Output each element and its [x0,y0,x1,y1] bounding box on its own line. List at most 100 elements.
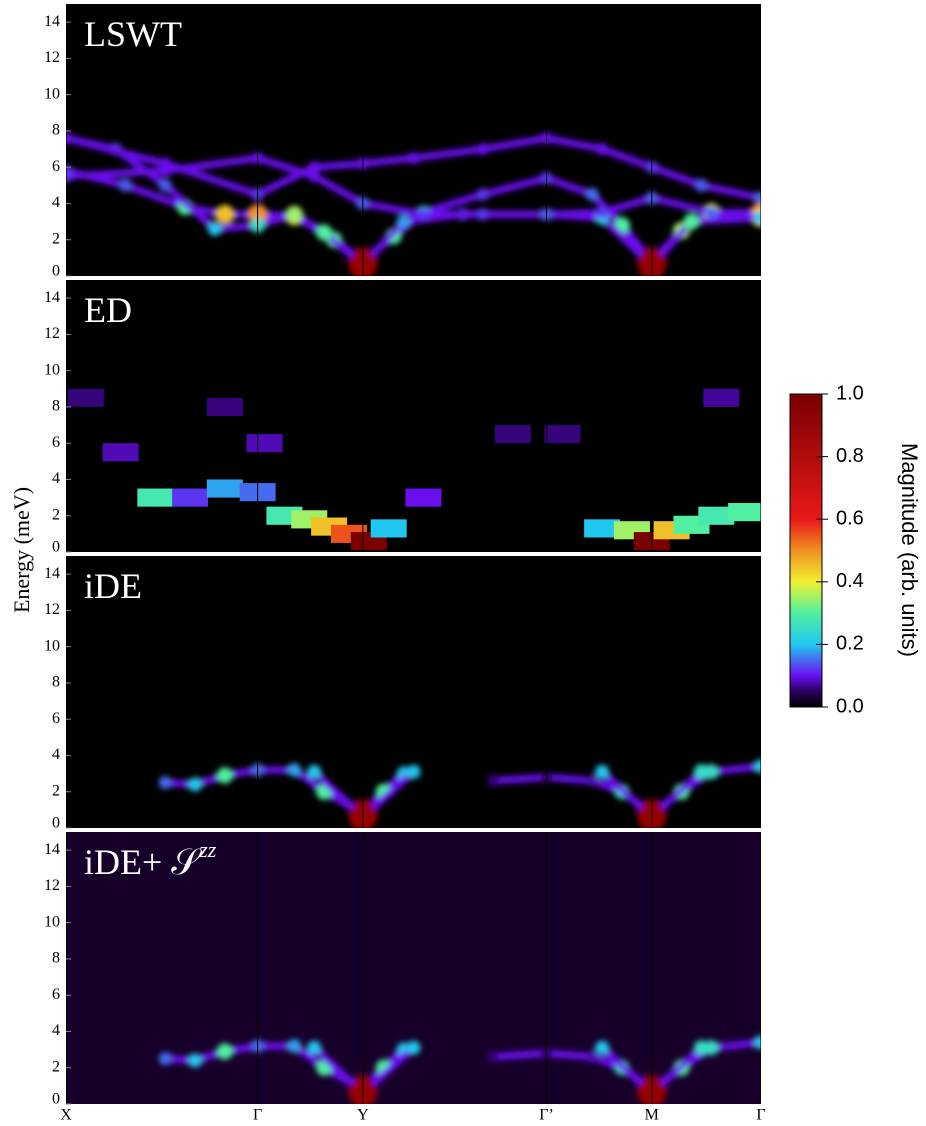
y-tick-label: 10 [44,637,60,654]
x-tick-label: Y [357,1107,369,1124]
y-tick-label: 14 [44,289,60,306]
glow-layer [66,132,761,276]
y-tick-label: 10 [44,85,60,102]
band-point [693,1040,709,1056]
band-point [207,221,222,236]
band-point [66,132,72,145]
colorbar-tick-label: 0.6 [836,507,864,529]
band-point [308,170,321,183]
y-tick-label: 12 [44,877,60,894]
y-tick-label: 12 [44,601,60,618]
y-tick-label: 10 [44,361,60,378]
y-tick-label: 0 [52,815,60,832]
panel-title-text: ED [84,290,132,330]
band-point [285,205,303,223]
band-point [754,191,761,205]
band-point [307,764,322,779]
band-point [216,767,233,784]
band-point [704,206,718,220]
panel-plot [66,556,761,828]
y-tick-label: 14 [44,841,60,858]
y-axis-label: Energy (meV) [9,487,34,613]
band-point [487,1051,499,1063]
y-tick-label: 0 [52,263,60,280]
band-point [586,775,599,787]
ed-block [703,388,740,407]
band-point [158,776,172,790]
band-point [407,152,420,165]
ed-block [728,503,761,522]
panel-title-superscript: zz [198,837,217,862]
band-point [307,1040,322,1055]
panel-background [66,556,761,828]
band-point [487,775,499,787]
y-tick-label: 2 [52,782,60,799]
band-point [216,1043,233,1060]
panel-title: iDE [84,566,142,606]
ed-block [494,425,531,444]
band-point [586,1051,599,1063]
ed-block [102,443,139,462]
y-tick-label: 6 [52,158,60,175]
ed-block [206,479,243,498]
panel-title: iDE+ 𝒮zz [84,837,217,882]
y-tick-label: 4 [52,746,60,763]
y-tick-label: 2 [52,506,60,523]
y-tick-label: 4 [52,194,60,211]
x-tick-label: X [60,1107,72,1124]
y-tick-label: 2 [52,230,60,247]
panel-title-text: LSWT [84,14,182,54]
x-tick-label: Γ [756,1107,765,1124]
band-point [595,206,609,219]
band-point [158,1052,172,1066]
band-point [188,777,203,792]
band-point [595,764,610,779]
band-point [476,188,490,201]
band-point [417,208,430,221]
band-point [406,764,421,779]
band-point [287,763,302,777]
y-tick-label: 6 [52,986,60,1003]
band-point [215,204,235,224]
x-tick-label: Γ’ [539,1107,554,1124]
y-tick-label: 14 [44,13,60,30]
band-point [316,224,333,241]
band-point [754,210,761,225]
panel-plot [66,4,761,276]
ed-block [370,519,407,538]
band-point [287,1039,302,1053]
ed-block [67,388,104,407]
y-tick-label: 10 [44,913,60,930]
y-tick-label: 8 [52,674,60,691]
y-tick-label: 0 [52,1091,60,1108]
ed-block [206,397,243,416]
ed-block [172,488,209,507]
band-point [188,1053,203,1068]
band-point [396,214,411,229]
x-tick-label: M [645,1107,659,1124]
band-point [119,178,132,192]
y-tick-label: 8 [52,398,60,415]
panel-title-text: iDE+ 𝒮 [84,842,202,882]
band-point [477,143,489,156]
y-tick-label: 4 [52,470,60,487]
band-point [695,178,708,192]
band-point [585,187,599,201]
panel-plot [66,280,761,552]
ed-block [405,488,442,507]
band-point [754,1035,761,1050]
y-tick-label: 4 [52,1022,60,1039]
band-line [66,134,761,202]
ed-block [137,488,174,507]
panel-background [66,4,761,276]
band-point [683,213,700,230]
y-tick-label: 12 [44,49,60,66]
ed-block [584,519,621,538]
y-tick-label: 6 [52,710,60,727]
y-tick-label: 6 [52,434,60,451]
y-tick-label: 8 [52,950,60,967]
colorbar-label: Magnitude (arb. units) [897,443,922,657]
panel-plot [66,832,761,1104]
band-point [308,161,321,174]
